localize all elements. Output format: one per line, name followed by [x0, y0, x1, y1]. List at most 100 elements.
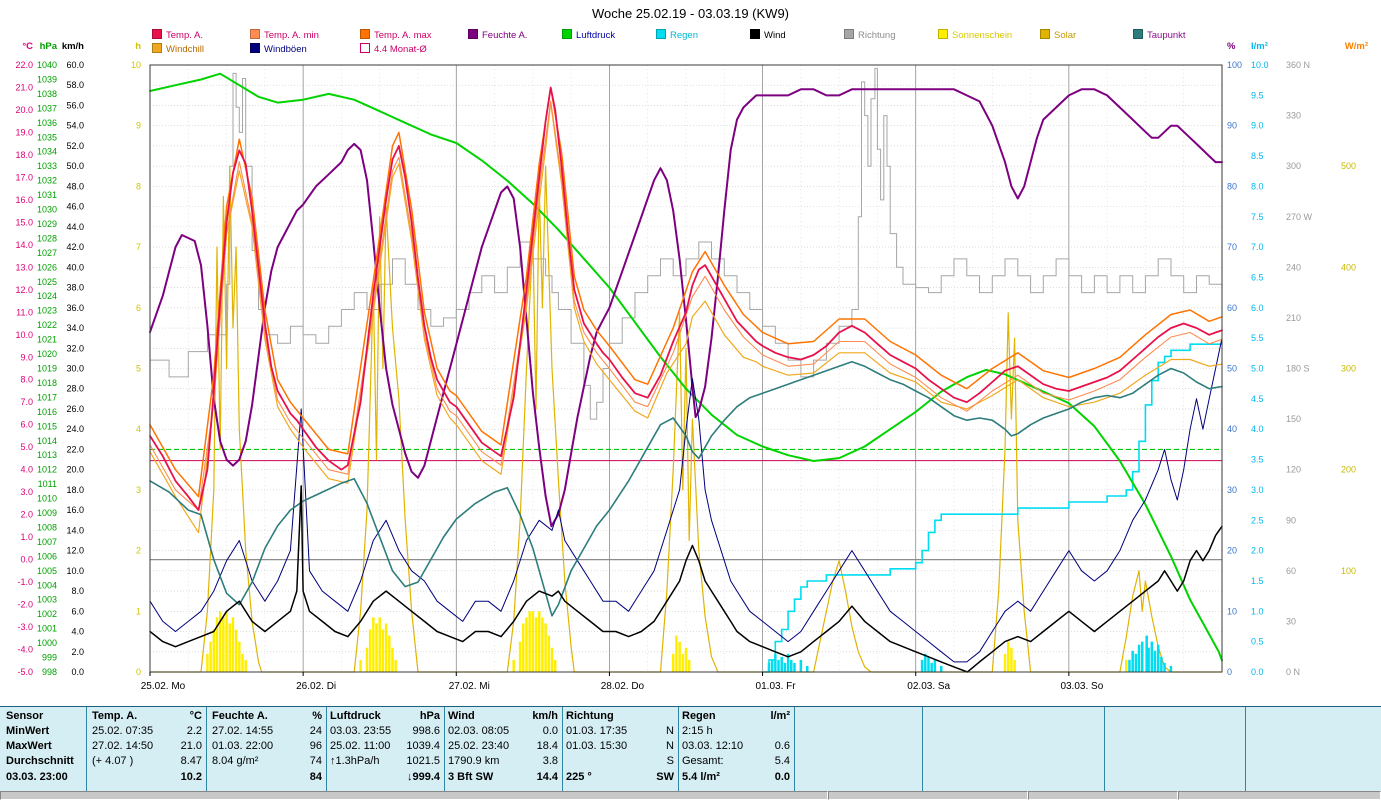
axis-label: 38.0	[66, 283, 84, 293]
axis-label: 2.0	[1251, 546, 1264, 556]
legend-item-luftdruck[interactable]: Luftdruck	[562, 29, 615, 41]
legend-swatch-feuchte-a	[468, 29, 478, 39]
axis-label: 1030	[37, 205, 57, 215]
table-separator	[444, 707, 445, 792]
series-temp-a-min	[149, 100, 1223, 511]
axis-label: 3.5	[1251, 455, 1264, 465]
axis-label: 1007	[37, 537, 57, 547]
legend-swatch-windchill	[152, 43, 162, 53]
stats-cell: 02.03. 08:05	[448, 725, 510, 737]
axis-label: W/m²	[1345, 41, 1368, 52]
legend-item-taupunkt[interactable]: Taupunkt	[1133, 29, 1186, 41]
axis-label: 8.0	[1251, 181, 1264, 191]
axis-label: 1023	[37, 306, 57, 316]
axis-label: 20.0	[66, 465, 84, 475]
axis-label: 1015	[37, 421, 57, 431]
legend-item-temp-a-min[interactable]: Temp. A. min	[250, 29, 319, 41]
series-solar	[149, 165, 1223, 673]
stats-cell: 998.6	[412, 725, 440, 737]
legend-item-wind[interactable]: Wind	[750, 29, 786, 41]
axis-label: 18.0	[15, 150, 33, 160]
stats-cell: 03.03. 23:00	[6, 771, 68, 783]
axis-label: 27.02. Mi	[449, 681, 490, 692]
axis-label: l/m²	[1251, 41, 1268, 52]
axis-label: 26.0	[66, 404, 84, 414]
legend-item-temp-a-max[interactable]: Temp. A. max	[360, 29, 432, 41]
axis-label: 16.0	[15, 195, 33, 205]
stats-cell: ↓999.4	[406, 771, 440, 783]
legend-item-regen[interactable]: Regen	[656, 29, 698, 41]
axis-label: 1017	[37, 392, 57, 402]
axis-label: 90	[1286, 515, 1296, 525]
stats-cell: °C	[189, 710, 202, 722]
axis-label: 02.03. Sa	[907, 681, 950, 692]
axis-label: 8	[136, 181, 141, 191]
axis-label: %	[1227, 41, 1236, 52]
stats-cell: MinWert	[6, 725, 50, 737]
axis-label: -5.0	[17, 667, 33, 677]
stats-cell: 74	[309, 755, 322, 767]
legend-item-temp-a[interactable]: Temp. A.	[152, 29, 203, 41]
stats-table: Sensor MinWert MaxWert Durchschnitt 03.03. 2…	[0, 706, 1381, 792]
axis-label: 0.5	[1251, 637, 1264, 647]
axis-label: 30	[1286, 616, 1296, 626]
axis-label: 10.0	[66, 566, 84, 576]
axis-label: 4.0	[20, 465, 33, 475]
stats-cell: 0.0	[542, 725, 558, 737]
series-temp-a	[149, 86, 1223, 512]
stats-cell: 25.02. 11:00	[330, 740, 391, 752]
axis-label: 52.0	[66, 141, 84, 151]
stats-cell: 10.2	[180, 771, 202, 783]
axis-label: 60.0	[66, 60, 84, 70]
axis-label: 5.0	[20, 442, 33, 452]
axis-label: 1036	[37, 118, 57, 128]
stats-cell: 1039.4	[406, 740, 440, 752]
table-separator	[562, 707, 563, 792]
legend-item-richtung[interactable]: Richtung	[844, 29, 896, 41]
axis-label: 9.0	[20, 352, 33, 362]
axis-label: 1022	[37, 320, 57, 330]
axis-label: 360 N	[1286, 60, 1310, 70]
legend-item-solar[interactable]: Solar	[1040, 29, 1076, 41]
legend-label: Luftdruck	[576, 30, 616, 41]
legend-swatch-regen	[656, 29, 666, 39]
axis-label: 15.0	[15, 217, 33, 227]
legend-item-feuchte-a[interactable]: Feuchte A.	[468, 29, 527, 41]
stats-cell: 01.03. 22:00	[212, 740, 274, 752]
legend-item-windboeen[interactable]: Windböen	[250, 43, 307, 55]
stats-cell: 2:15 h	[682, 725, 713, 737]
stats-cell: l/m²	[770, 710, 790, 722]
axis-label: hPa	[40, 41, 58, 52]
axis-label: 01.03. Fr	[756, 681, 797, 692]
axis-label: 2.5	[1251, 515, 1264, 525]
axis-label: 300	[1341, 364, 1356, 374]
legend-swatch-windboeen	[250, 43, 260, 53]
stats-cell: 21.0	[180, 740, 202, 752]
legend-label: Solar	[1054, 30, 1077, 41]
axis-label: 60	[1286, 566, 1296, 576]
axis-label: 1039	[37, 74, 57, 84]
axis-label: 17.0	[15, 172, 33, 182]
legend-item-sonnenschein[interactable]: Sonnenschein	[938, 29, 1012, 41]
axis-label: 60	[1227, 303, 1237, 313]
plot-border	[149, 64, 1223, 673]
legend-item-monat-avg[interactable]: 4.4 Monat-Ø	[360, 43, 427, 55]
stats-cell: 1790.9 km	[448, 755, 500, 767]
stats-cell: 0.0	[774, 771, 790, 783]
axis-label: 5.5	[1251, 333, 1264, 343]
legend-label: Temp. A. min	[264, 30, 319, 41]
legend-swatch-solar	[1040, 29, 1050, 39]
legend-item-windchill[interactable]: Windchill	[152, 43, 204, 55]
axis-label: 32.0	[66, 343, 84, 353]
axis-label: 998	[42, 667, 57, 677]
axis-label: 1.0	[20, 532, 33, 542]
axis-label: 1004	[37, 580, 57, 590]
axis-label: 1008	[37, 522, 57, 532]
axis-label: 10.0	[15, 330, 33, 340]
stats-cell: MaxWert	[6, 740, 52, 752]
legend-swatch-sonnenschein	[938, 29, 948, 39]
axis-label: 0	[1227, 667, 1232, 677]
stats-cell: 96	[309, 740, 322, 752]
axis-label: -3.0	[17, 622, 33, 632]
axis-label: 0	[136, 667, 141, 677]
